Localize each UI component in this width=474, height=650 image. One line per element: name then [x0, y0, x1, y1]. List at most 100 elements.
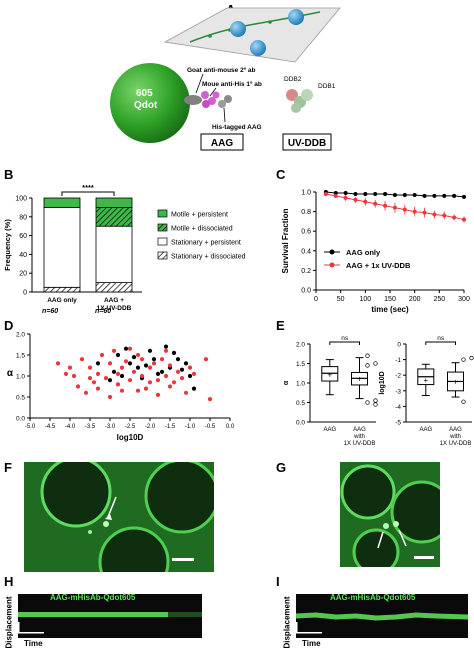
c-xtick-label: 200: [409, 296, 421, 303]
b-bar-segment: [95, 225, 133, 284]
d-point: [119, 373, 125, 379]
b-bar-segment: [43, 197, 81, 208]
d-point: [155, 378, 161, 383]
e2-outlier: [469, 355, 474, 361]
d-point: [111, 369, 117, 374]
d-point: [55, 361, 61, 366]
panel-label-e: E: [276, 318, 285, 333]
c-point: [373, 201, 378, 206]
d-xtick-label: -1.5: [165, 424, 176, 430]
panel-label-d: D: [4, 318, 14, 333]
d-point: [67, 365, 73, 370]
antibody-complex: [184, 91, 232, 108]
d-point: [187, 373, 193, 379]
b-legend-swatch: [157, 223, 168, 232]
d-point: [131, 355, 137, 360]
b-legend-label: Motile + persistent: [171, 212, 228, 219]
c-xlabel: time (sec): [371, 305, 409, 314]
c-point: [363, 191, 368, 196]
microscopy-image-f: [24, 462, 214, 572]
b-ytick-label: 60: [19, 233, 27, 240]
d-point: [163, 344, 169, 349]
c-point: [422, 193, 427, 198]
e1-category-label: AAG: [323, 427, 336, 433]
b-sig-label: ****: [82, 183, 94, 192]
e1-sig-label: ns: [341, 335, 349, 342]
d-point: [91, 380, 97, 385]
d-ytick-label: 2.0: [16, 332, 25, 339]
c-legend-marker: [329, 262, 335, 268]
c-point: [432, 212, 437, 217]
d-point: [167, 384, 173, 389]
c-xtick-label: 300: [458, 296, 470, 303]
c-xtick-label: 100: [359, 296, 371, 303]
b-ytick-label: 100: [15, 196, 27, 203]
c-point: [432, 193, 437, 198]
d-point: [131, 369, 137, 374]
d-point: [71, 373, 77, 379]
c-point: [422, 210, 427, 215]
d-point: [191, 371, 197, 376]
kymo-h-ylabel-wrap: Displacement: [0, 594, 16, 650]
mouse-ab-label: Moue anti-His 1º ab: [202, 81, 262, 88]
d-xtick-label: -4.5: [45, 424, 56, 430]
c-ytick-label: 1.0: [301, 190, 311, 197]
c-point: [402, 192, 407, 197]
d-point: [159, 369, 165, 374]
d-point: [155, 392, 161, 397]
e2-sig-label: ns: [437, 335, 445, 342]
c-point: [392, 192, 397, 197]
b-sig-bracket: [61, 191, 115, 196]
d-point: [75, 384, 81, 389]
e2-ytick-label: -4: [395, 404, 401, 411]
e1-outlier: [365, 400, 370, 405]
box-uvddb-label: UV-DDB: [288, 138, 326, 149]
d-point: [167, 363, 173, 368]
b-legend-swatch: [157, 237, 168, 246]
d-point: [135, 365, 141, 370]
b-legend-swatch: [157, 209, 168, 218]
d-point: [163, 373, 169, 379]
d-point: [159, 357, 165, 362]
d-point: [179, 376, 185, 381]
c-point: [353, 191, 358, 196]
c-xtick-label: 150: [384, 296, 396, 303]
n-left: n=60: [42, 308, 59, 315]
d-xtick-label: -3.0: [105, 424, 116, 430]
d-xtick-label: -2.0: [145, 424, 156, 430]
e1-ylabel: α: [283, 380, 290, 385]
d-point: [107, 378, 113, 383]
e2-category-label: 1X UV-DDB: [440, 441, 472, 447]
d-point: [171, 380, 177, 385]
e2-mean-marker: +: [423, 376, 428, 385]
c-point: [383, 191, 388, 196]
d-xtick-label: -3.5: [85, 424, 96, 430]
d-point: [99, 352, 105, 358]
c-point: [452, 215, 457, 220]
b-legend-label: Motile + dissociated: [171, 226, 233, 233]
b-legend-label: Stationary + dissociated: [171, 254, 246, 261]
e2-ytick-label: -5: [395, 420, 401, 427]
b-category-label: AAG +: [104, 297, 124, 304]
d-point: [83, 390, 89, 395]
d-xtick-label: -4.0: [65, 424, 76, 430]
e1-outlier: [373, 402, 378, 407]
d-point: [151, 357, 157, 362]
d-point: [115, 371, 121, 376]
kymo-h-ylabel: Displacement: [4, 596, 14, 649]
d-point: [175, 369, 181, 374]
e1-ytick-label: 0.5: [296, 400, 305, 407]
c-point: [442, 193, 447, 198]
c-xtick-label: 250: [433, 296, 445, 303]
c-point: [333, 190, 338, 195]
ddb1-label: DDB1: [318, 83, 336, 90]
c-xtick-label: 50: [337, 296, 345, 303]
d-point: [95, 361, 101, 366]
kymo-i-title: AAG-mHisAb-Qdot605: [330, 593, 416, 602]
d-point: [87, 365, 93, 370]
d-ytick-label: 0.0: [16, 416, 25, 423]
c-legend-marker: [329, 249, 335, 255]
d-point: [163, 348, 169, 353]
c-point: [462, 194, 466, 199]
c-ytick-label: 0.6: [301, 229, 311, 236]
